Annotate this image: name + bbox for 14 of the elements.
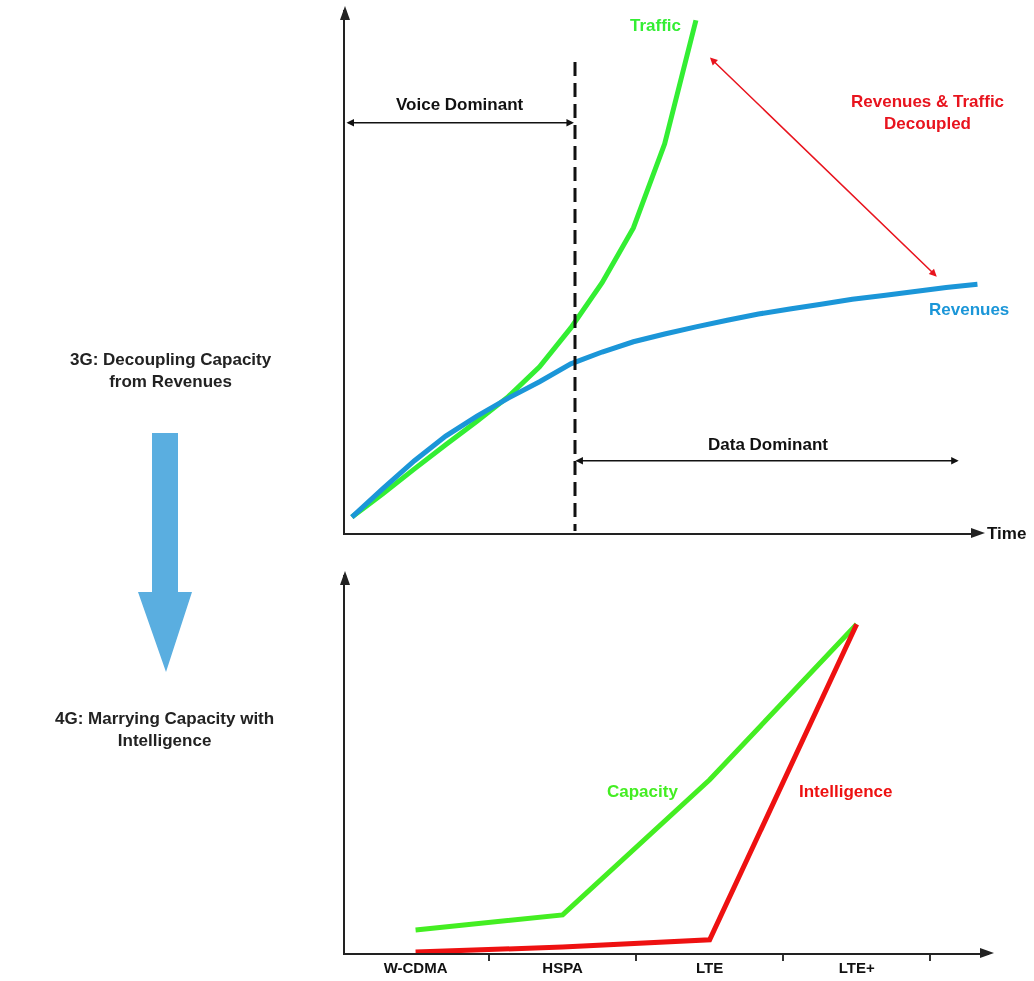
x-tick-label: LTE+ <box>838 959 875 976</box>
text: 4G: Marrying Capacity with Intelligence <box>55 709 275 751</box>
series-label: Capacity <box>607 782 679 801</box>
annotation: Revenues & Traffic Decoupled <box>851 92 1005 134</box>
annotation: Voice Dominant <box>396 95 524 114</box>
series-label: Traffic <box>630 16 682 35</box>
x-tick-label: HSPA <box>542 959 584 976</box>
annotation: Data Dominant <box>708 435 829 454</box>
x-axis-title: Time <box>987 524 1027 543</box>
x-tick-label: W-CDMA <box>383 959 448 976</box>
series-label: Revenues <box>929 300 1010 319</box>
series-label: Intelligence <box>799 782 893 801</box>
x-tick-label: LTE <box>696 959 724 976</box>
text: 3G: Decoupling Capacity from Revenues <box>70 350 272 392</box>
